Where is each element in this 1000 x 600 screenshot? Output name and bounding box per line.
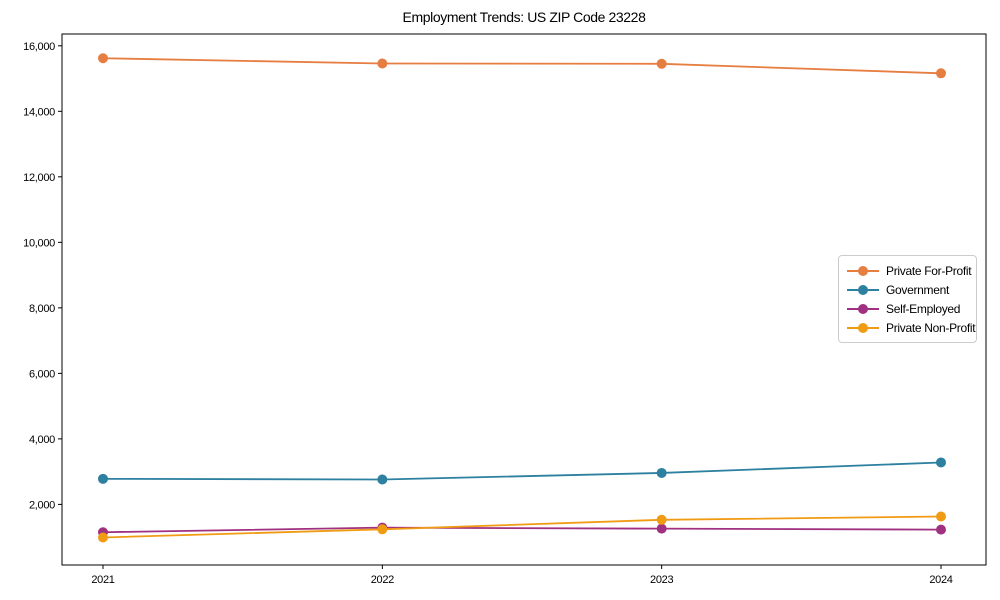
legend-label: Private Non-Profit bbox=[886, 321, 976, 336]
x-axis-tick-label: 2022 bbox=[371, 574, 394, 586]
data-point-self-employed bbox=[656, 523, 667, 534]
data-point-government bbox=[377, 474, 388, 485]
legend-label: Self-Employed bbox=[886, 302, 961, 317]
legend-item-private-non-profit: Private Non-Profit bbox=[847, 319, 976, 338]
legend-marker-icon bbox=[847, 323, 879, 334]
y-axis-tick-label: 10,000 bbox=[23, 237, 55, 249]
y-axis-tick-label: 2,000 bbox=[29, 499, 55, 511]
data-point-private-for-profit bbox=[98, 53, 108, 64]
legend-item-private-for-profit: Private For-Profit bbox=[847, 261, 972, 280]
legend-label: Government bbox=[886, 282, 950, 297]
data-point-government bbox=[98, 473, 108, 484]
legend-marker-icon bbox=[847, 304, 879, 315]
data-point-private-non-profit bbox=[656, 514, 667, 525]
y-axis-tick-label: 14,000 bbox=[23, 106, 55, 118]
data-point-private-for-profit bbox=[936, 68, 946, 79]
chart-title: Employment Trends: US ZIP Code 23228 bbox=[402, 9, 646, 25]
series-line-private-non-profit bbox=[102, 515, 942, 539]
data-point-private-for-profit bbox=[377, 58, 388, 69]
legend: Private For-Profit Government Self-Employe… bbox=[838, 255, 977, 343]
y-axis-tick-label: 12,000 bbox=[23, 172, 55, 184]
legend-item-self-employed: Self-Employed bbox=[847, 300, 968, 319]
data-point-private-non-profit bbox=[98, 532, 108, 543]
data-point-private-non-profit bbox=[377, 524, 388, 535]
y-axis-tick-label: 4,000 bbox=[29, 434, 55, 446]
data-point-private-for-profit bbox=[656, 58, 667, 69]
x-axis-tick-label: 2023 bbox=[650, 574, 673, 586]
series-line-private-for-profit bbox=[102, 57, 942, 75]
x-axis-tick-label: 2024 bbox=[929, 574, 952, 586]
y-axis-tick-label: 16,000 bbox=[23, 41, 55, 53]
data-point-self-employed bbox=[936, 524, 946, 535]
legend-marker-icon bbox=[847, 284, 879, 295]
plot-frame bbox=[61, 33, 987, 566]
y-axis-tick-label: 8,000 bbox=[29, 303, 55, 315]
x-axis-tick-label: 2021 bbox=[91, 574, 114, 586]
data-point-government bbox=[656, 467, 667, 478]
series-line-government bbox=[102, 461, 942, 481]
data-point-government bbox=[936, 457, 946, 468]
legend-marker-icon bbox=[847, 265, 879, 276]
legend-label: Private For-Profit bbox=[886, 263, 972, 278]
series-line-self-employed bbox=[102, 526, 942, 534]
data-point-private-non-profit bbox=[936, 511, 946, 522]
y-axis-tick-label: 6,000 bbox=[29, 368, 55, 380]
legend-item-government: Government bbox=[847, 280, 968, 299]
